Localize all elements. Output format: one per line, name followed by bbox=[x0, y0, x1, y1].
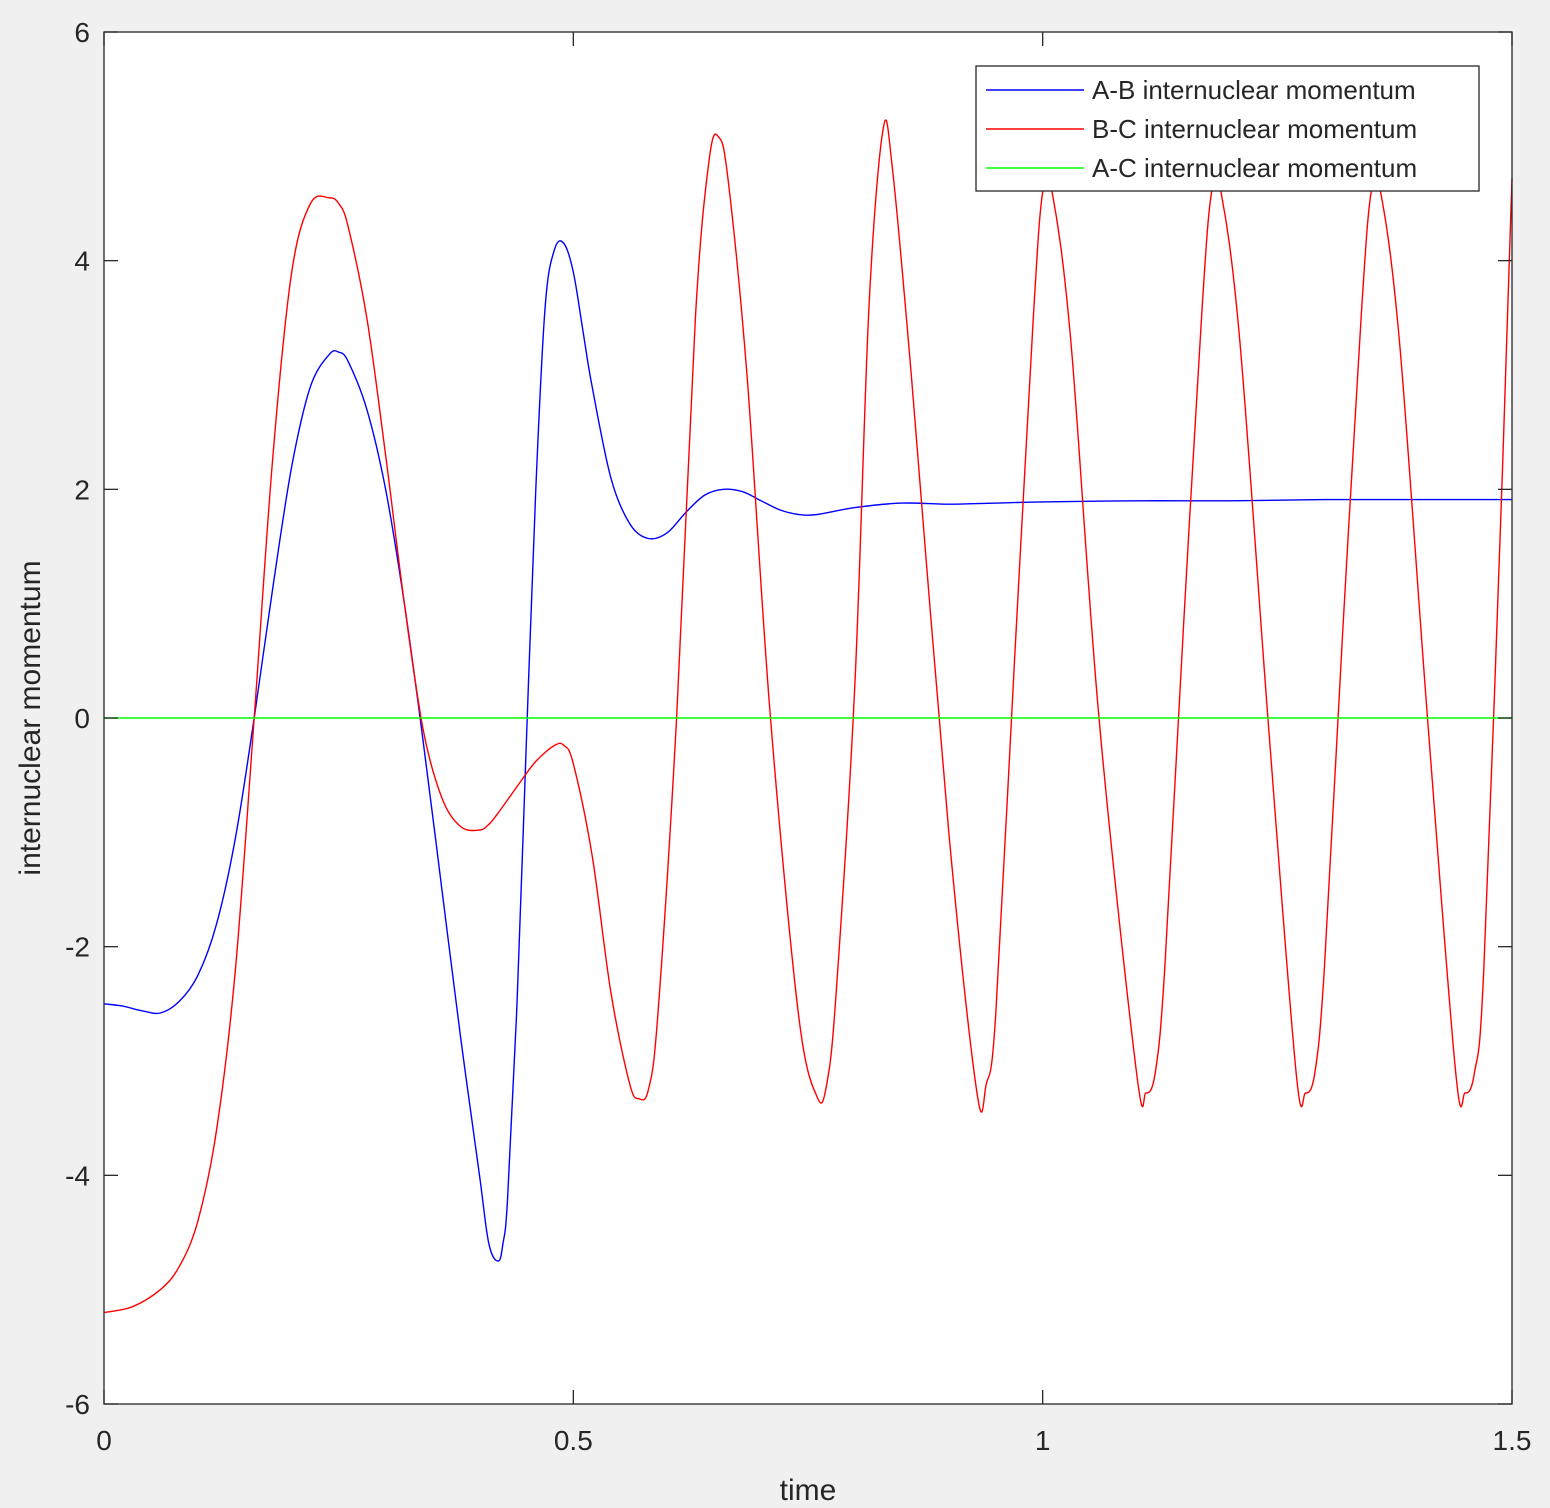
y-tick-label: -2 bbox=[65, 932, 90, 963]
y-tick-label: -6 bbox=[65, 1389, 90, 1420]
x-tick-label: 1.5 bbox=[1493, 1425, 1532, 1456]
x-tick-label: 1 bbox=[1035, 1425, 1051, 1456]
series-line-1 bbox=[103, 240, 1513, 1262]
legend-label-1: A-B internuclear momentum bbox=[1092, 75, 1416, 105]
y-axis-label: internuclear momentum bbox=[14, 560, 47, 875]
y-tick-label: 6 bbox=[74, 17, 90, 48]
legend-label-3: A-C internuclear momentum bbox=[1092, 153, 1417, 183]
series-lines bbox=[103, 119, 1513, 1314]
series-line-2 bbox=[103, 119, 1513, 1314]
legend: A-B internuclear momentum B-C internuclea… bbox=[975, 65, 1480, 192]
legend-label-2: B-C internuclear momentum bbox=[1092, 114, 1417, 144]
y-tick-label: 0 bbox=[74, 703, 90, 734]
x-axis-label: time bbox=[780, 1474, 837, 1507]
x-tick-label: 0.5 bbox=[554, 1425, 593, 1456]
y-tick-label: -4 bbox=[65, 1160, 90, 1191]
y-tick-label: 2 bbox=[74, 474, 90, 505]
y-tick-label: 4 bbox=[74, 246, 90, 277]
axis-ticks: 0 0.5 1 1.5 -6 -4 -2 0 2 4 6 bbox=[65, 17, 1531, 1456]
x-tick-label: 0 bbox=[96, 1425, 112, 1456]
